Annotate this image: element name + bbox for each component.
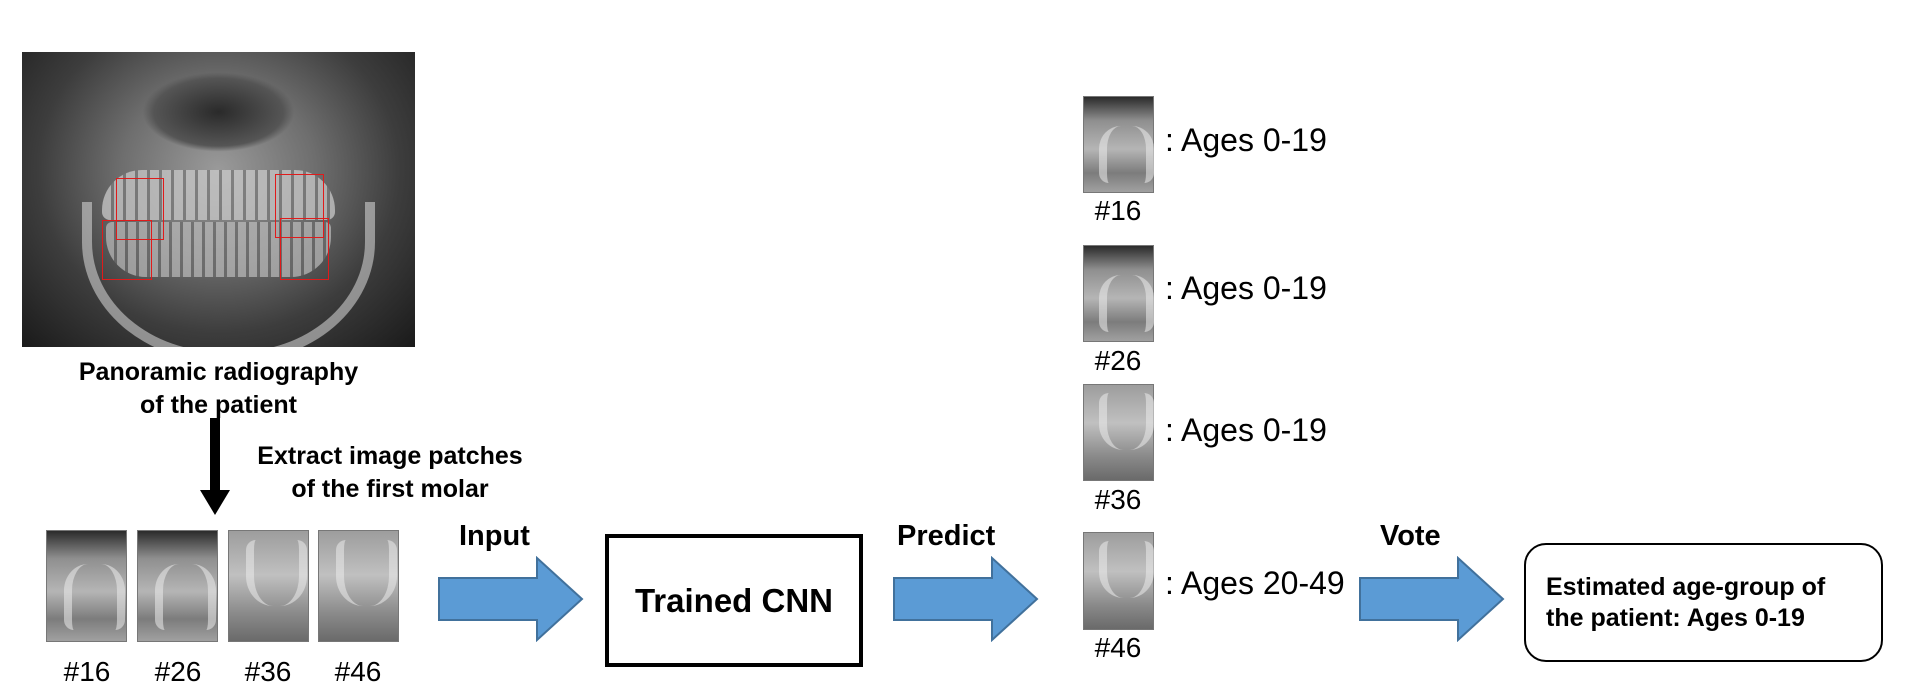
prediction-tooth-label: #36 xyxy=(1094,484,1142,515)
extract-label-line1: Extract image patches xyxy=(257,442,523,470)
predict-arrow xyxy=(893,556,1039,642)
estimated-age-group-box: Estimated age-group of the patient: Ages… xyxy=(1524,543,1883,662)
molar-box-46 xyxy=(102,220,152,280)
prediction-result: : Ages 0-19 xyxy=(1165,270,1327,306)
prediction-result: : Ages 20-49 xyxy=(1165,565,1345,601)
radiograph-caption-line1: Panoramic radiography xyxy=(78,358,359,386)
nasal-cavity-shade xyxy=(142,72,295,152)
molar-box-16 xyxy=(116,178,164,240)
input-patch-label: #46 xyxy=(334,656,382,687)
prediction-patch-36 xyxy=(1083,384,1154,481)
extract-label: Extract image patches of the first molar xyxy=(240,440,540,506)
prediction-tooth-label: #26 xyxy=(1094,345,1142,376)
prediction-tooth-label: #46 xyxy=(1094,632,1142,663)
molar-box-26 xyxy=(275,174,324,238)
result-line1: Estimated age-group of xyxy=(1546,572,1826,601)
vote-arrow xyxy=(1359,556,1505,642)
extract-label-line2: of the first molar xyxy=(291,475,489,503)
input-patch-label: #16 xyxy=(63,656,111,687)
input-step-label: Input xyxy=(459,520,530,552)
radiograph-caption: Panoramic radiography of the patient xyxy=(22,356,415,422)
prediction-result: : Ages 0-19 xyxy=(1165,122,1327,158)
predict-step-label: Predict xyxy=(897,520,996,552)
input-patch-26 xyxy=(137,530,218,642)
prediction-patch-16 xyxy=(1083,96,1154,193)
trained-cnn-box: Trained CNN xyxy=(605,534,863,667)
panoramic-radiograph xyxy=(22,52,415,347)
input-patch-16 xyxy=(46,530,127,642)
input-patch-label: #26 xyxy=(154,656,202,687)
prediction-patch-46 xyxy=(1083,532,1154,630)
molar-box-36 xyxy=(280,218,329,280)
result-line2: the patient: Ages 0-19 xyxy=(1546,603,1805,632)
input-patch-36 xyxy=(228,530,309,642)
radiograph-caption-line2: of the patient xyxy=(140,391,297,419)
input-arrow xyxy=(438,556,584,642)
extract-arrow xyxy=(200,418,230,515)
prediction-tooth-label: #16 xyxy=(1094,195,1142,226)
prediction-patch-26 xyxy=(1083,245,1154,342)
input-patch-46 xyxy=(318,530,399,642)
prediction-result: : Ages 0-19 xyxy=(1165,412,1327,448)
trained-cnn-label: Trained CNN xyxy=(634,581,834,619)
input-patch-label: #36 xyxy=(244,656,292,687)
vote-step-label: Vote xyxy=(1380,520,1441,552)
